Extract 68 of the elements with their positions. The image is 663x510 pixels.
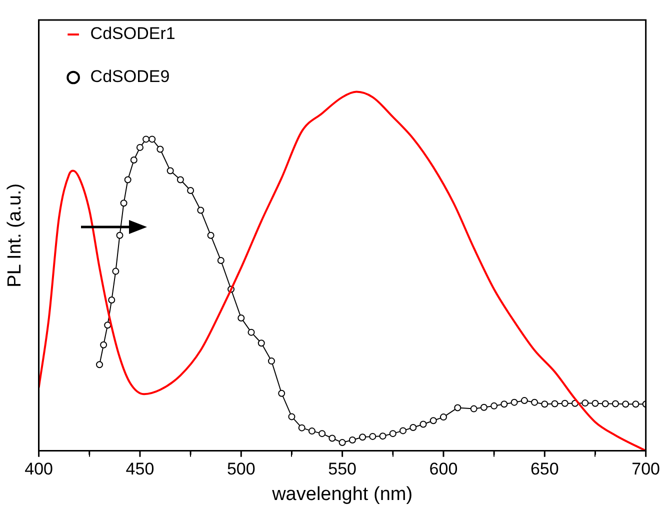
point — [156, 146, 164, 153]
point — [400, 427, 407, 434]
point — [328, 434, 336, 442]
point — [130, 156, 138, 164]
point — [207, 232, 214, 239]
point — [166, 167, 174, 174]
point — [510, 398, 518, 406]
point — [248, 328, 255, 336]
point — [541, 400, 548, 408]
point — [632, 400, 640, 408]
point — [531, 398, 538, 406]
point — [612, 400, 619, 408]
point — [268, 358, 275, 365]
point — [116, 232, 124, 239]
point — [430, 417, 437, 424]
point — [561, 400, 568, 407]
x-tick-label: 650 — [530, 460, 559, 479]
point — [420, 420, 427, 428]
point — [112, 268, 120, 275]
point — [124, 176, 132, 184]
point — [104, 322, 112, 329]
point — [108, 296, 116, 304]
x-tick-label: 700 — [632, 460, 660, 479]
point — [217, 257, 224, 264]
point — [142, 136, 150, 143]
point — [622, 400, 630, 408]
point — [490, 402, 498, 410]
point — [592, 400, 599, 407]
point — [379, 432, 386, 440]
legend-label: CdSODE9 — [90, 67, 170, 86]
point — [197, 206, 204, 214]
point — [582, 400, 589, 407]
point — [338, 439, 346, 446]
point — [470, 405, 478, 412]
point — [176, 176, 184, 184]
point — [96, 361, 103, 368]
x-tick-label: 600 — [429, 460, 458, 479]
point — [258, 340, 265, 347]
point — [440, 414, 447, 421]
point — [348, 436, 356, 444]
x-tick-label: 500 — [226, 460, 256, 479]
point — [238, 314, 245, 322]
point — [359, 434, 366, 441]
point — [602, 400, 609, 408]
point — [410, 424, 417, 431]
x-tick-label: 400 — [24, 460, 53, 479]
point — [551, 400, 558, 408]
x-tick-label: 550 — [328, 460, 356, 479]
point — [369, 432, 376, 440]
x-tick-label: 450 — [126, 460, 154, 479]
point — [148, 136, 156, 143]
point — [120, 200, 128, 207]
point — [308, 428, 316, 435]
point — [187, 187, 194, 194]
point — [500, 400, 508, 408]
point — [136, 144, 144, 151]
point — [389, 430, 396, 438]
legend-label: CdSODEr1 — [90, 24, 176, 44]
point — [278, 390, 286, 397]
point — [288, 413, 296, 420]
point — [318, 430, 326, 438]
x-axis-title: wavelenght (nm) — [271, 484, 413, 505]
point — [298, 424, 306, 432]
point — [520, 397, 528, 404]
point — [100, 341, 108, 348]
point — [480, 404, 488, 411]
y-axis-title: PL Int. (a.u.) — [4, 183, 26, 288]
point — [454, 404, 462, 412]
